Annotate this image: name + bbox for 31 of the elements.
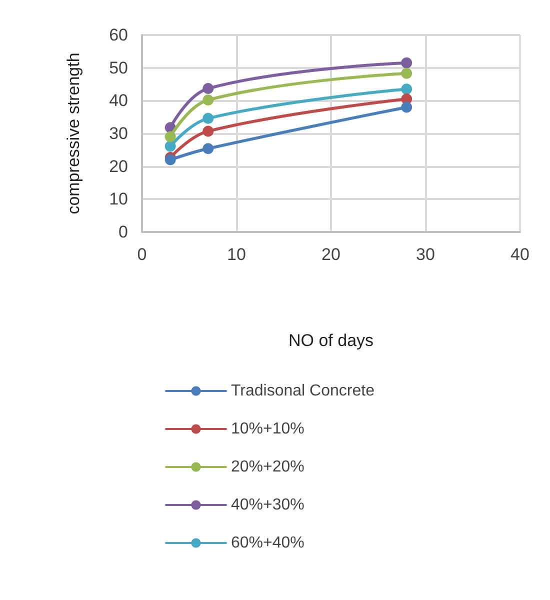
y-axis-title: compressive strength	[64, 52, 83, 214]
legend-label: 10%+10%	[231, 420, 304, 438]
x-tick-label: 20	[322, 245, 340, 264]
point	[202, 83, 214, 94]
y-tick-label: 60	[109, 26, 128, 44]
y-tick-label: 50	[109, 58, 128, 78]
legend-label: 60%+40%	[231, 534, 304, 552]
x-tick-label: 10	[227, 245, 246, 264]
y-tick-label: 10	[109, 190, 128, 209]
point	[202, 126, 214, 137]
x-tick-label: 40	[510, 245, 530, 264]
point	[164, 131, 176, 142]
legend-label: Tradisonal Concrete	[231, 382, 375, 400]
y-tick-label: 0	[118, 222, 128, 242]
legend-label: 20%+20%	[231, 458, 304, 476]
y-tick-label: 20	[109, 156, 128, 176]
point	[202, 143, 214, 154]
point	[401, 84, 412, 95]
y-tick-label: 40	[109, 91, 128, 110]
x-tick-label: 0	[137, 245, 147, 264]
point	[401, 102, 412, 113]
y-tick-label: 30	[109, 124, 128, 143]
point	[202, 94, 214, 106]
x-axis-title: NO of days	[288, 331, 374, 350]
point	[202, 112, 214, 124]
point	[164, 140, 176, 152]
x-tick-label: 30	[416, 245, 435, 264]
point	[164, 154, 176, 166]
legend-label: 40%+30%	[231, 496, 304, 514]
point	[401, 57, 412, 68]
point	[401, 68, 412, 79]
